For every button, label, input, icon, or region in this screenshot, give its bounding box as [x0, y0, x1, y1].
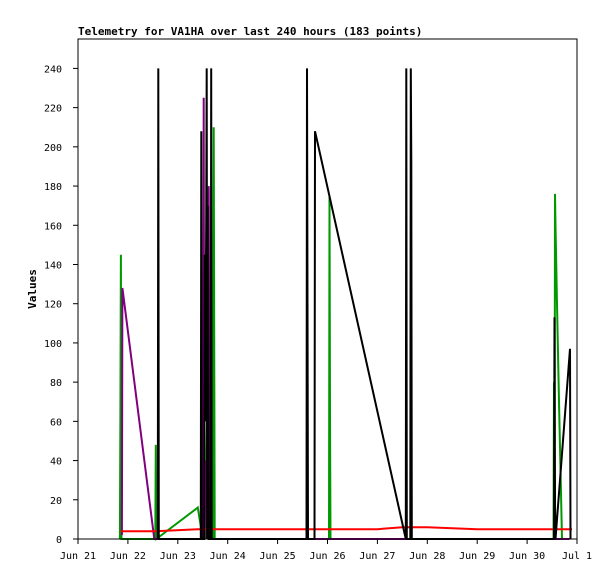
- series-line-2: [120, 526, 572, 533]
- x-tick-label: Jun 22: [110, 551, 146, 562]
- y-tick-label: 20: [50, 496, 62, 507]
- x-tick-label: Jun 21: [60, 551, 96, 562]
- x-axis: Jun 21 Jun 22 Jun 23 Jun 24 Jun 25 Jun 26 Jun …: [60, 539, 592, 562]
- x-tick-label: Jun 25: [260, 551, 296, 562]
- x-tick-label: Jun 26: [309, 551, 345, 562]
- y-tick-label: 0: [56, 535, 62, 546]
- y-tick-label: 120: [44, 300, 62, 311]
- plot-frame: [77, 38, 578, 540]
- y-tick-label: 80: [50, 378, 62, 389]
- y-tick-label: 200: [44, 143, 62, 154]
- x-tick-label: Jun 28: [409, 551, 445, 562]
- x-tick-label: Jul 1: [562, 551, 592, 562]
- y-tick-label: 60: [50, 417, 62, 428]
- y-tick-label: 140: [44, 260, 62, 271]
- y-tick-label: 240: [44, 64, 62, 75]
- x-tick-label: Jun 23: [160, 551, 196, 562]
- y-axis: 0 20 40 60 80 100 120 140 160 180 200 220 240: [44, 64, 78, 546]
- y-tick-label: 160: [44, 221, 62, 232]
- chart-title: Telemetry for VA1HA over last 240 hours …: [78, 25, 422, 38]
- y-tick-label: 40: [50, 457, 62, 468]
- y-tick-label: 220: [44, 104, 62, 115]
- x-tick-label: Jun 29: [459, 551, 495, 562]
- y-tick-label: 100: [44, 339, 62, 350]
- series-line-1: [120, 97, 570, 540]
- x-tick-label: Jun 27: [359, 551, 395, 562]
- x-tick-label: Jun 24: [210, 551, 246, 562]
- plot-area: [118, 68, 572, 542]
- y-axis-label: Values: [26, 269, 39, 309]
- series-line-0: [118, 127, 567, 542]
- y-tick-label: 180: [44, 182, 62, 193]
- x-tick-label: Jun 30: [509, 551, 545, 562]
- series-line-3: [156, 68, 572, 540]
